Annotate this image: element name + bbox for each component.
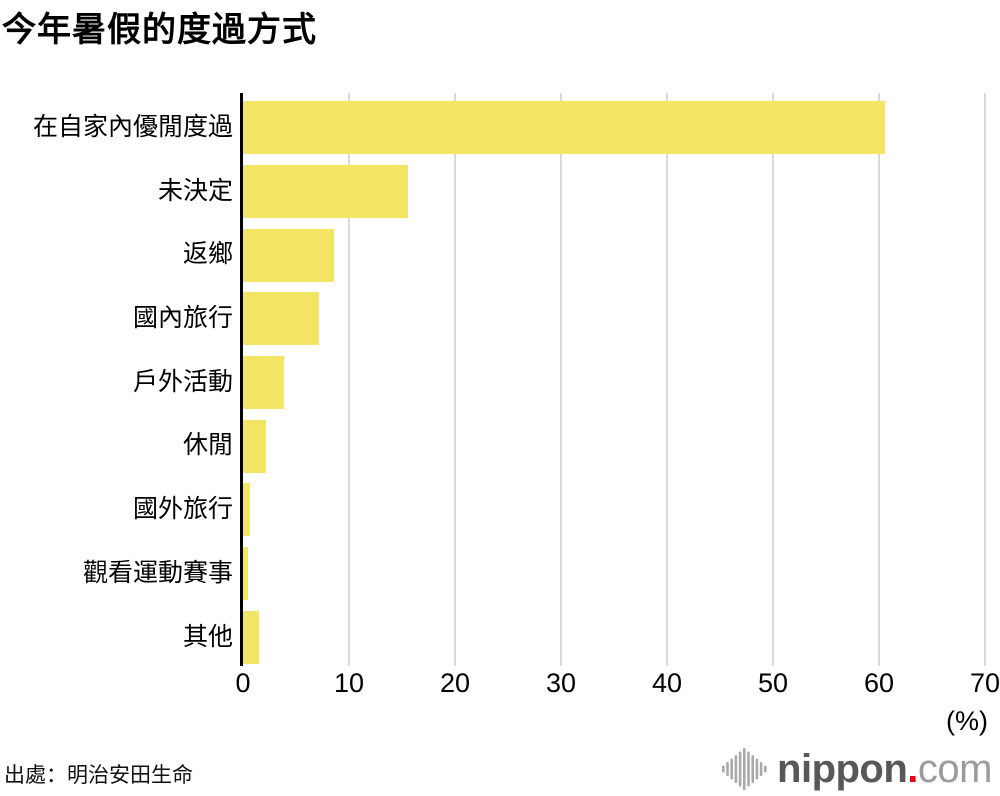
x-tick-label: 70 bbox=[969, 668, 1000, 698]
x-axis-ticks: 0 10 20 30 40 50 60 70 bbox=[235, 668, 1000, 700]
bar-row: 國外旅行 bbox=[0, 478, 1000, 542]
gridline bbox=[560, 93, 562, 666]
plot-area bbox=[240, 93, 986, 666]
bar-row: 觀看運動賽事 bbox=[0, 542, 1000, 606]
value-bar bbox=[243, 610, 259, 664]
category-label: 返鄉 bbox=[182, 240, 233, 269]
x-axis-unit-label: (%) bbox=[946, 706, 988, 736]
soundwave-icon bbox=[722, 748, 767, 790]
value-bar bbox=[243, 483, 251, 537]
y-axis-line bbox=[240, 93, 243, 666]
x-tick-label: 10 bbox=[333, 668, 365, 698]
bar-chart: 在自家內優閒度過 未決定 返鄉 國內旅行 戶外活動 休閒 國外旅行 觀看運動賽事… bbox=[0, 93, 1000, 666]
category-label: 其他 bbox=[182, 622, 233, 651]
bar-row: 休閒 bbox=[0, 414, 1000, 478]
logo-dot: . bbox=[907, 747, 918, 791]
category-label: 在自家內優閒度過 bbox=[32, 113, 233, 141]
gridline bbox=[666, 93, 668, 666]
value-bar bbox=[243, 164, 409, 218]
nippon-logo[interactable]: nippon.com bbox=[722, 747, 993, 791]
category-label: 國外旅行 bbox=[132, 495, 233, 524]
logo-text-nippon: nippon bbox=[777, 747, 908, 791]
gridline bbox=[772, 93, 774, 666]
bar-row: 其他 bbox=[0, 606, 1000, 670]
value-bar bbox=[243, 356, 285, 410]
category-label: 觀看運動賽事 bbox=[82, 558, 233, 587]
category-label: 戶外活動 bbox=[132, 367, 233, 396]
bar-row: 返鄉 bbox=[0, 223, 1000, 287]
bar-row: 戶外活動 bbox=[0, 351, 1000, 415]
source-label: 出處：明治安田生命 bbox=[4, 764, 193, 787]
value-bar bbox=[243, 292, 320, 346]
x-tick-label: 60 bbox=[863, 668, 895, 698]
bar-row: 國內旅行 bbox=[0, 287, 1000, 351]
logo-wordmark: nippon.com bbox=[777, 747, 992, 791]
x-tick-label: 40 bbox=[651, 668, 683, 698]
gridline bbox=[878, 93, 880, 666]
x-tick-label: 30 bbox=[545, 668, 577, 698]
gridline bbox=[454, 93, 456, 666]
chart-title: 今年暑假的度過方式 bbox=[2, 11, 317, 49]
x-tick-label: 0 bbox=[235, 668, 251, 698]
category-label: 國內旅行 bbox=[132, 304, 233, 333]
bar-row: 未決定 bbox=[0, 160, 1000, 224]
logo-text-com: com bbox=[917, 747, 993, 791]
gridline bbox=[348, 93, 350, 666]
value-bar bbox=[243, 547, 249, 601]
gridline bbox=[984, 93, 986, 666]
category-label: 未決定 bbox=[157, 176, 233, 205]
value-bar bbox=[243, 228, 335, 282]
x-tick-label: 20 bbox=[439, 668, 471, 698]
bar-row: 在自家內優閒度過 bbox=[0, 96, 1000, 160]
category-label: 休閒 bbox=[182, 431, 233, 460]
x-tick-label: 50 bbox=[757, 668, 789, 698]
value-bar bbox=[243, 101, 886, 155]
bar-rows: 在自家內優閒度過 未決定 返鄉 國內旅行 戶外活動 休閒 國外旅行 觀看運動賽事… bbox=[0, 96, 1000, 669]
value-bar bbox=[243, 419, 267, 473]
